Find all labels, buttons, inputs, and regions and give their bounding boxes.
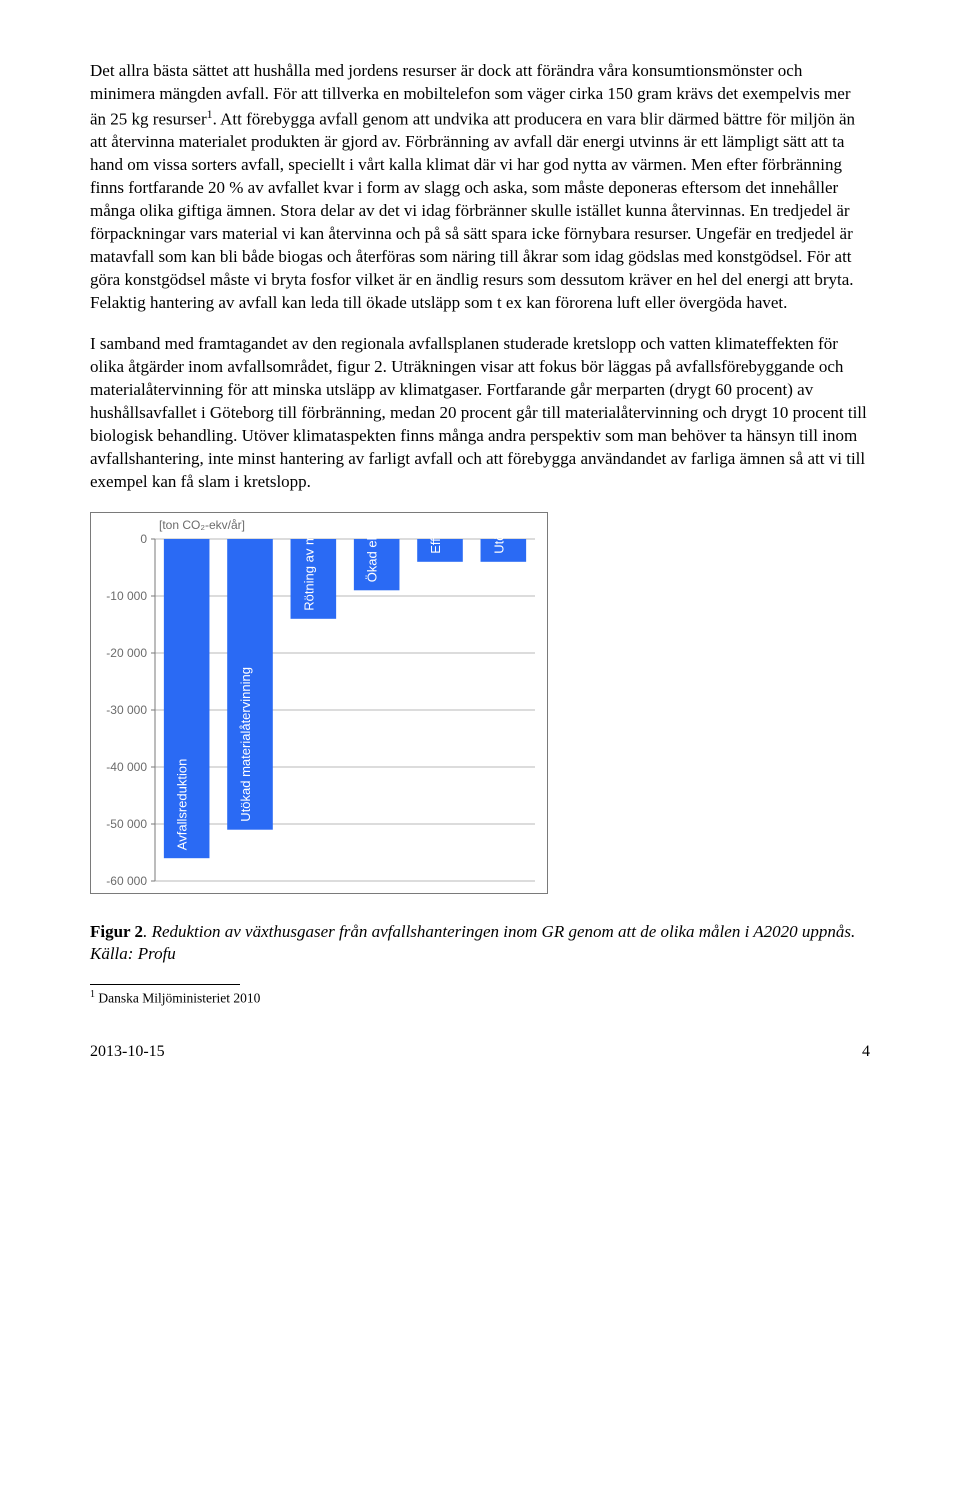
page-footer: 2013-10-15 4 xyxy=(90,1043,870,1061)
paragraph-1b-text: . Att förebygga avfall genom att undvika… xyxy=(90,110,855,313)
footer-page-number: 4 xyxy=(862,1043,870,1061)
svg-text:Utökad materialåtervinning: Utökad materialåtervinning xyxy=(238,667,253,822)
figure-label: Figur 2 xyxy=(90,922,143,941)
svg-text:Utökad materialåtervinning av: Utökad materialåtervinning av elavfall xyxy=(491,513,506,554)
svg-text:-50 000: -50 000 xyxy=(106,817,147,831)
svg-text:0: 0 xyxy=(140,532,147,546)
bar-chart: 0 -10 000 -20 000 -30 000 -40 000 -50 000 -60 … xyxy=(91,513,547,893)
svg-text:Avfallsreduktion: Avfallsreduktion xyxy=(175,758,190,850)
paragraph-2: I samband med framtagandet av den region… xyxy=(90,333,870,494)
svg-text:-30 000: -30 000 xyxy=(106,703,147,717)
footnote: 1 Danska Miljöministeriet 2010 xyxy=(90,989,870,1007)
svg-text:Rötning av matavfall: Rötning av matavfall xyxy=(301,513,316,611)
footnote-separator xyxy=(90,984,240,985)
figure-caption-text: . Reduktion av växthusgaser från avfalls… xyxy=(90,922,855,964)
page-container: Det allra bästa sättet att hushålla med … xyxy=(0,0,960,1101)
svg-text:-60 000: -60 000 xyxy=(106,874,147,888)
footnote-text: Danska Miljöministeriet 2010 xyxy=(95,991,260,1006)
svg-text:-10 000: -10 000 xyxy=(106,589,147,603)
svg-text:-20 000: -20 000 xyxy=(106,646,147,660)
figure-caption: Figur 2. Reduktion av växthusgaser från … xyxy=(90,921,870,967)
svg-text:[ton CO₂-ekv/år]: [ton CO₂-ekv/år] xyxy=(159,518,245,532)
footer-date: 2013-10-15 xyxy=(90,1043,165,1061)
paragraph-1: Det allra bästa sättet att hushålla med … xyxy=(90,60,870,315)
chart-container: 0 -10 000 -20 000 -30 000 -40 000 -50 000 -60 … xyxy=(90,512,870,899)
svg-text:Effektivare transporter: Effektivare transporter xyxy=(428,513,443,554)
svg-text:-40 000: -40 000 xyxy=(106,760,147,774)
chart-border: 0 -10 000 -20 000 -30 000 -40 000 -50 000 -60 … xyxy=(90,512,548,894)
svg-text:Ökad elproduktion från avfalls: Ökad elproduktion från avfallsförbrännin… xyxy=(365,513,380,582)
